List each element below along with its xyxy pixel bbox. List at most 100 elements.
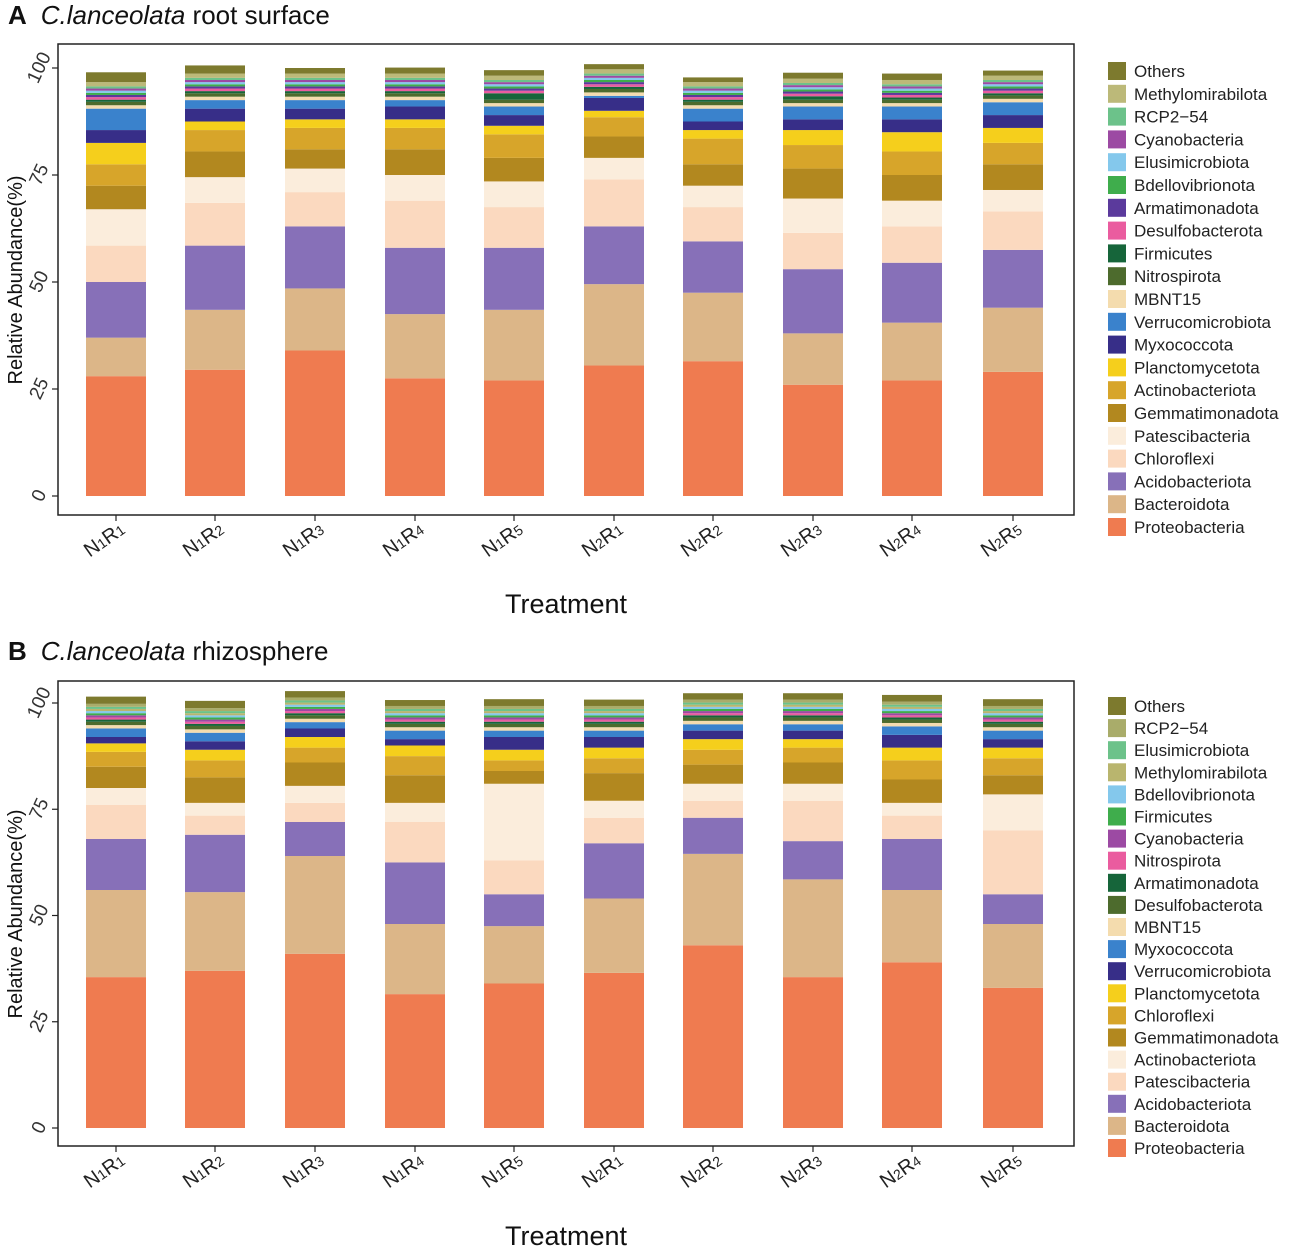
- bar-segment-bacteroidota: [285, 288, 345, 351]
- bar-segment-mbnt15: [882, 103, 942, 107]
- bar-segment-elusimicrobiota: [385, 82, 445, 85]
- bar-segment-armatimonadota: [683, 94, 743, 98]
- bar-segment-armatimonadota: [285, 713, 345, 716]
- bar-segment-cyanobacteria: [285, 708, 345, 712]
- legend-swatch: [1108, 358, 1126, 377]
- legend-label: Patescibacteria: [1134, 427, 1251, 446]
- bar-segment-nitrospirota: [484, 719, 544, 722]
- legend-swatch: [1108, 335, 1126, 354]
- bar-segment-firmicutes: [185, 717, 245, 720]
- bar-segment-planctomycetota: [484, 749, 544, 761]
- bar-segment-chloroflexi: [783, 232, 843, 270]
- bar-segment-actinobacteriota: [285, 785, 345, 803]
- bar-segment-elusimicrobiota: [882, 704, 942, 707]
- bar-segment-desulfobacterota: [484, 723, 544, 728]
- bar-segment-cyanobacteria: [86, 88, 146, 91]
- bar-segment-rcp2-54: [385, 705, 445, 709]
- legend-label: Desulfobacterota: [1134, 896, 1263, 915]
- bar-segment-acidobacteriota: [185, 245, 245, 310]
- bar-segment-elusimicrobiota: [683, 702, 743, 705]
- x-tick-label: N2R4: [876, 1149, 925, 1193]
- bar-segment-cyanobacteria: [185, 79, 245, 83]
- bar-segment-methylomirabilota: [484, 711, 544, 714]
- bar-segment-actinobacteriota: [285, 127, 345, 150]
- bar-segment-cyanobacteria: [584, 717, 644, 720]
- bar-segment-planctomycetota: [683, 130, 743, 139]
- legend-label: Cyanobacteria: [1134, 830, 1244, 849]
- bar-segment-verrucomicrobiota: [983, 102, 1043, 116]
- bar-segment-actinobacteriota: [86, 788, 146, 805]
- bar-segment-verrucomicrobiota: [882, 734, 942, 748]
- bar-segment-armatimonadota: [882, 92, 942, 95]
- bar-segment-planctomycetota: [882, 747, 942, 761]
- bar-segment-desulfobacterota: [385, 723, 445, 728]
- legend-label: Chloroflexi: [1134, 450, 1214, 469]
- y-tick-label: 0: [28, 487, 52, 505]
- legend-swatch: [1108, 940, 1126, 959]
- legend-swatch: [1108, 719, 1126, 738]
- bar-segment-chloroflexi: [185, 760, 245, 778]
- bar-segment-desulfobacterota: [983, 723, 1043, 728]
- legend-label: Gemmatimonadota: [1134, 404, 1279, 423]
- bar-segment-chloroflexi: [86, 751, 146, 767]
- bar-segment-proteobacteria: [385, 378, 445, 496]
- bar-segment-acidobacteriota: [385, 862, 445, 924]
- legend-swatch: [1108, 267, 1126, 286]
- x-axis-label: Treatment: [505, 1221, 628, 1250]
- bar-segment-actinobacteriota: [185, 802, 245, 816]
- panel-title-rest: rhizosphere: [185, 636, 328, 666]
- bar-segment-cyanobacteria: [484, 82, 544, 85]
- x-tick-label: N1R3: [279, 518, 328, 562]
- legend-swatch: [1108, 1139, 1126, 1157]
- legend-swatch: [1108, 697, 1126, 715]
- bar-segment-armatimonadota: [983, 721, 1043, 724]
- legend-swatch: [1108, 176, 1126, 194]
- bar-segment-proteobacteria: [285, 953, 345, 1128]
- y-tick-label: 25: [26, 1008, 54, 1036]
- bar-segment-myxococcota: [983, 730, 1043, 740]
- x-tick-label: N1R5: [478, 1149, 527, 1193]
- bar-segment-firmicutes: [584, 86, 644, 89]
- bar-segment-verrucomicrobiota: [285, 100, 345, 109]
- bar-segment-firmicutes: [983, 93, 1043, 96]
- bar-segment-bacteroidota: [86, 890, 146, 978]
- bar-segment-others: [584, 64, 644, 70]
- bar-segment-elusimicrobiota: [484, 84, 544, 87]
- legend-label: Armatimonadota: [1134, 199, 1259, 218]
- bar-segment-bacteroidota: [484, 309, 544, 381]
- bar-segment-firmicutes: [683, 99, 743, 102]
- bar-segment-bdellovibrionota: [285, 704, 345, 707]
- bar-segment-bacteroidota: [86, 337, 146, 377]
- bar-segment-acidobacteriota: [783, 841, 843, 880]
- bar-segment-cyanobacteria: [683, 88, 743, 91]
- bar-segment-mbnt15: [882, 722, 942, 727]
- bar-segment-actinobacteriota: [882, 802, 942, 816]
- bar-segment-chloroflexi: [385, 756, 445, 776]
- bar-segment-bacteroidota: [882, 322, 942, 381]
- bar-segment-patescibacteria: [683, 185, 743, 208]
- bar-segment-methylomirabilota: [584, 69, 644, 74]
- bar-segment-desulfobacterota: [285, 88, 345, 92]
- bar-segment-bacteroidota: [484, 926, 544, 984]
- bar-segment-mbnt15: [484, 727, 544, 731]
- bar-segment-proteobacteria: [783, 977, 843, 1128]
- x-tick-label: N2R5: [977, 518, 1026, 562]
- bar-segment-rcp2-54: [783, 699, 843, 703]
- bar-segment-planctomycetota: [86, 743, 146, 752]
- legend-swatch: [1108, 290, 1126, 308]
- bar-segment-gemmatimonadota: [484, 157, 544, 182]
- bar-segment-proteobacteria: [983, 371, 1043, 496]
- bar-segment-chloroflexi: [484, 760, 544, 771]
- legend-swatch: [1108, 426, 1126, 445]
- bar-segment-planctomycetota: [385, 745, 445, 757]
- bar-segment-proteobacteria: [584, 365, 644, 496]
- bar-segment-actinobacteriota: [683, 138, 743, 165]
- bar-segment-acidobacteriota: [484, 894, 544, 927]
- bar-segment-others: [285, 691, 345, 698]
- x-tick-label: N2R5: [977, 1149, 1026, 1193]
- bar-segment-firmicutes: [185, 91, 245, 94]
- bar-segment-actinobacteriota: [385, 802, 445, 822]
- bar-segment-bacteroidota: [783, 879, 843, 978]
- bar-segment-rcp2-54: [584, 705, 644, 709]
- bar-segment-firmicutes: [86, 99, 146, 102]
